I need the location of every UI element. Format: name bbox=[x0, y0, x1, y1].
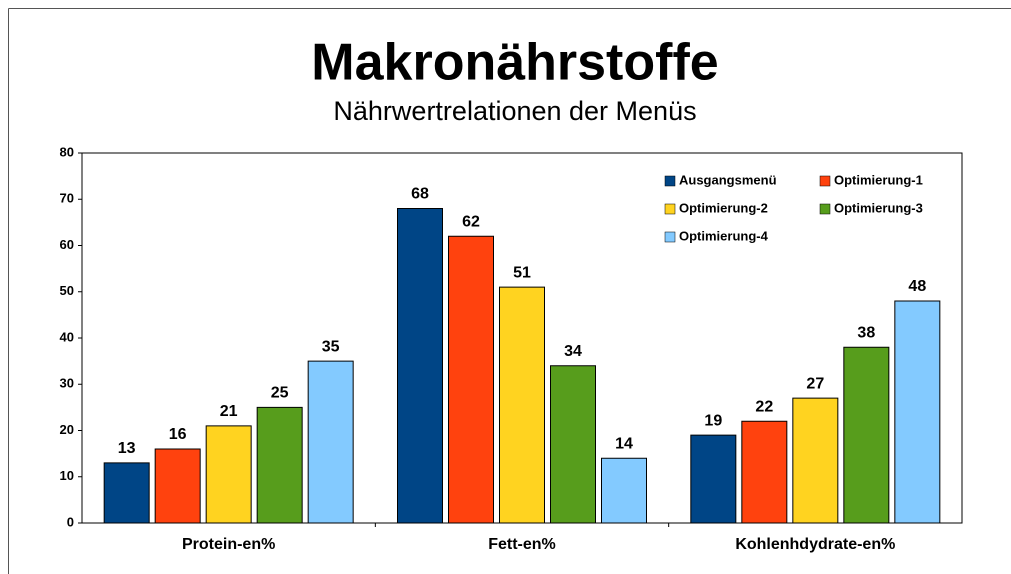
y-tick-label: 40 bbox=[60, 329, 74, 344]
x-tick-label: Kohlenhdydrate-en% bbox=[735, 536, 895, 553]
legend-swatch bbox=[819, 203, 831, 215]
y-tick-label: 10 bbox=[60, 468, 74, 483]
legend-label: Optimierung-1 bbox=[834, 172, 923, 187]
value-label: 14 bbox=[615, 435, 633, 452]
legend-swatch bbox=[664, 203, 676, 215]
bar bbox=[448, 235, 494, 524]
bar bbox=[103, 462, 150, 524]
value-label: 27 bbox=[806, 375, 824, 392]
value-label: 22 bbox=[755, 398, 773, 415]
value-label: 35 bbox=[322, 338, 340, 355]
y-tick-label: 70 bbox=[60, 191, 74, 206]
y-tick-label: 0 bbox=[67, 514, 74, 529]
value-label: 13 bbox=[118, 440, 136, 457]
y-tick-label: 60 bbox=[60, 237, 74, 252]
bar bbox=[843, 346, 890, 524]
bar bbox=[792, 397, 839, 524]
y-tick-label: 30 bbox=[60, 376, 74, 391]
legend-label: Optimierung-4 bbox=[679, 228, 769, 243]
value-label: 48 bbox=[908, 278, 926, 295]
x-tick-label: Protein-en% bbox=[182, 536, 275, 553]
value-label: 21 bbox=[220, 403, 238, 420]
value-label: 68 bbox=[411, 186, 429, 203]
y-tick-label: 50 bbox=[60, 283, 74, 298]
value-label: 25 bbox=[271, 385, 289, 402]
legend-label: Ausgangsmenü bbox=[679, 172, 777, 187]
bar bbox=[499, 286, 545, 524]
legend-label: Optimierung-3 bbox=[834, 200, 923, 215]
value-label: 38 bbox=[857, 324, 875, 341]
bar bbox=[154, 448, 201, 524]
bar bbox=[397, 208, 443, 524]
value-label: 62 bbox=[462, 213, 480, 230]
bar bbox=[741, 420, 788, 524]
legend-swatch bbox=[664, 231, 676, 243]
value-label: 34 bbox=[564, 343, 582, 360]
bar bbox=[256, 406, 303, 524]
bar bbox=[601, 457, 647, 524]
bar bbox=[894, 300, 941, 524]
value-label: 19 bbox=[704, 412, 722, 429]
x-tick-label: Fett-en% bbox=[488, 536, 556, 553]
value-label: 16 bbox=[169, 426, 187, 443]
bar bbox=[550, 365, 596, 524]
bar bbox=[205, 425, 252, 524]
chart-subtitle: Nährwertrelationen der Menüs bbox=[333, 96, 696, 126]
legend-swatch bbox=[664, 175, 676, 187]
chart-title: Makronährstoffe bbox=[311, 34, 718, 92]
y-tick-label: 80 bbox=[60, 144, 74, 159]
legend-swatch bbox=[819, 175, 831, 187]
bar bbox=[690, 434, 737, 524]
y-tick-label: 20 bbox=[60, 422, 74, 437]
value-label: 51 bbox=[513, 264, 531, 281]
bar bbox=[307, 360, 354, 524]
legend-label: Optimierung-2 bbox=[679, 200, 768, 215]
